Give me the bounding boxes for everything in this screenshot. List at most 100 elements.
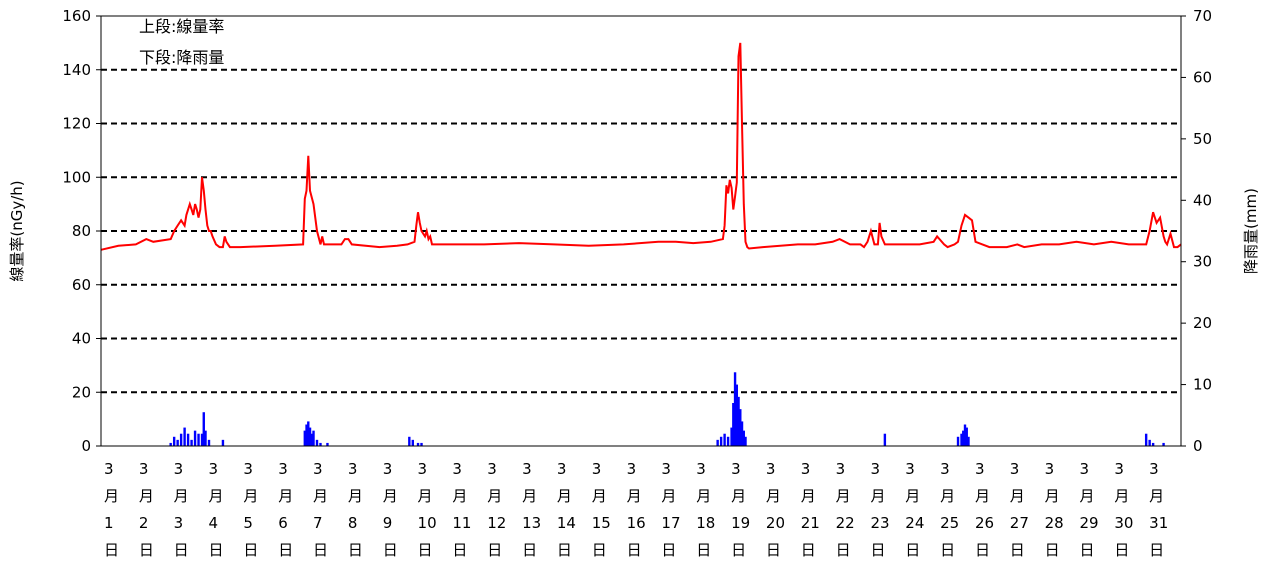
rainfall-bar xyxy=(719,436,723,446)
rainfall-bar xyxy=(307,421,310,446)
right-tick-label: 0 xyxy=(1193,437,1203,455)
x-tick-label: 3 月 17 日 xyxy=(661,460,680,559)
rainfall-bar xyxy=(1144,433,1148,446)
rainfall-bar xyxy=(735,384,739,446)
rainfall-bar xyxy=(965,427,968,446)
right-axis-ticks: 0 10 20 30 40 50 60 70 xyxy=(1181,7,1212,455)
x-tick-label: 3 月 19 日 xyxy=(731,460,750,559)
x-tick-label: 3 月 27 日 xyxy=(1010,460,1029,559)
rainfall-bar xyxy=(202,412,205,446)
rainfall-bar xyxy=(303,430,307,446)
x-tick-label: 3 月 22 日 xyxy=(836,460,855,559)
right-tick-label: 40 xyxy=(1193,191,1212,209)
rainfall-bar xyxy=(176,439,179,446)
rainfall-bar xyxy=(723,433,726,446)
rainfall-bar xyxy=(408,436,411,446)
rainfall-bar xyxy=(172,436,176,446)
rainfall-bar xyxy=(740,421,744,446)
x-tick-label: 3 月 28 日 xyxy=(1045,460,1064,559)
rainfall-bar xyxy=(420,442,423,446)
rainfall-bar xyxy=(179,433,183,446)
rainfall-bar xyxy=(221,439,225,446)
x-tick-label: 3 月 15 日 xyxy=(592,460,611,559)
rainfall-bar xyxy=(960,433,963,446)
rainfall-bar xyxy=(1162,442,1165,446)
rainfall-bar xyxy=(190,439,193,446)
rainfall-bar xyxy=(169,442,172,446)
x-tick-label: 3 月 30 日 xyxy=(1114,460,1133,559)
right-tick-label: 10 xyxy=(1193,376,1212,394)
rainfall-bar xyxy=(183,427,186,446)
legend-line1: 上段:線量率 xyxy=(139,17,224,36)
x-tick-label: 3 月 11 日 xyxy=(452,460,471,559)
rainfall-bar xyxy=(732,403,735,446)
right-tick-label: 50 xyxy=(1193,130,1212,148)
x-tick-label: 3 月 18 日 xyxy=(696,460,715,559)
rainfall-bar xyxy=(716,439,719,446)
x-tick-label: 3 月 14 日 xyxy=(557,460,576,559)
rainfall-bar xyxy=(956,436,960,446)
x-tick-label: 3 月 26 日 xyxy=(975,460,994,559)
rainfall-bar xyxy=(193,430,197,446)
rainfall-bar xyxy=(416,442,420,446)
left-tick-label: 100 xyxy=(62,168,91,186)
right-tick-label: 60 xyxy=(1193,68,1212,86)
rainfall-bar xyxy=(962,430,965,446)
left-axis-ticks: 0 20 40 60 80 100 120 140 160 xyxy=(62,7,101,455)
x-axis-labels: 3 月 1 日 3 月 2 日 3 月 3 日 3 月 4 日 3 月 5 日 3 月 6 日 3 月 7 日 3 月 8 日 3 月 9 日 3 月 10… xyxy=(104,460,1168,559)
left-tick-label: 40 xyxy=(72,330,91,348)
rainfall-bar xyxy=(730,427,733,446)
x-tick-label: 3 月 25 日 xyxy=(940,460,959,559)
rainfall-bar xyxy=(315,439,319,446)
rainfall-bar xyxy=(742,430,745,446)
x-tick-label: 3 月 23 日 xyxy=(870,460,889,559)
rainfall-bar xyxy=(883,433,887,446)
x-tick-label: 3 月 10 日 xyxy=(418,460,437,559)
rainfall-bar xyxy=(1148,439,1151,446)
left-tick-label: 20 xyxy=(72,383,91,401)
left-tick-label: 80 xyxy=(72,222,91,240)
rainfall-bar xyxy=(200,433,204,446)
x-tick-label: 3 月 31 日 xyxy=(1149,460,1168,559)
rainfall-bar xyxy=(326,442,329,446)
x-tick-label: 3 月 13 日 xyxy=(522,460,541,559)
rainfall-bar xyxy=(312,430,315,446)
x-tick-label: 3 月 21 日 xyxy=(801,460,820,559)
x-tick-label: 3 月 20 日 xyxy=(766,460,785,559)
rainfall-bar xyxy=(1151,442,1155,446)
right-tick-label: 30 xyxy=(1193,253,1212,271)
rainfall-bar xyxy=(411,439,415,446)
rainfall-bar xyxy=(963,424,967,446)
left-tick-label: 140 xyxy=(62,61,91,79)
right-tick-label: 20 xyxy=(1193,314,1212,332)
dose-rate-line xyxy=(100,42,1182,251)
rainfall-bar xyxy=(186,433,190,446)
rainfall-bar xyxy=(207,439,211,446)
left-tick-label: 60 xyxy=(72,276,91,294)
x-tick-label: 3 月 16 日 xyxy=(627,460,646,559)
rainfall-bar xyxy=(197,433,200,446)
rainfall-bar xyxy=(733,372,737,446)
left-tick-label: 120 xyxy=(62,115,91,133)
left-tick-label: 160 xyxy=(62,7,91,25)
x-tick-label: 3 月 24 日 xyxy=(905,460,924,559)
rainfall-bar xyxy=(305,424,308,446)
rainfall-bar xyxy=(204,430,207,446)
rainfall-bar xyxy=(319,442,322,446)
legend-line2: 下段:降雨量 xyxy=(139,48,224,67)
rainfall-bars xyxy=(169,372,1165,446)
rainfall-bar xyxy=(744,436,747,446)
rainfall-bar xyxy=(967,436,970,446)
rainfall-bar xyxy=(739,409,742,446)
rainfall-bar xyxy=(726,436,730,446)
left-axis-title: 線量率(nGy/h) xyxy=(8,180,26,281)
